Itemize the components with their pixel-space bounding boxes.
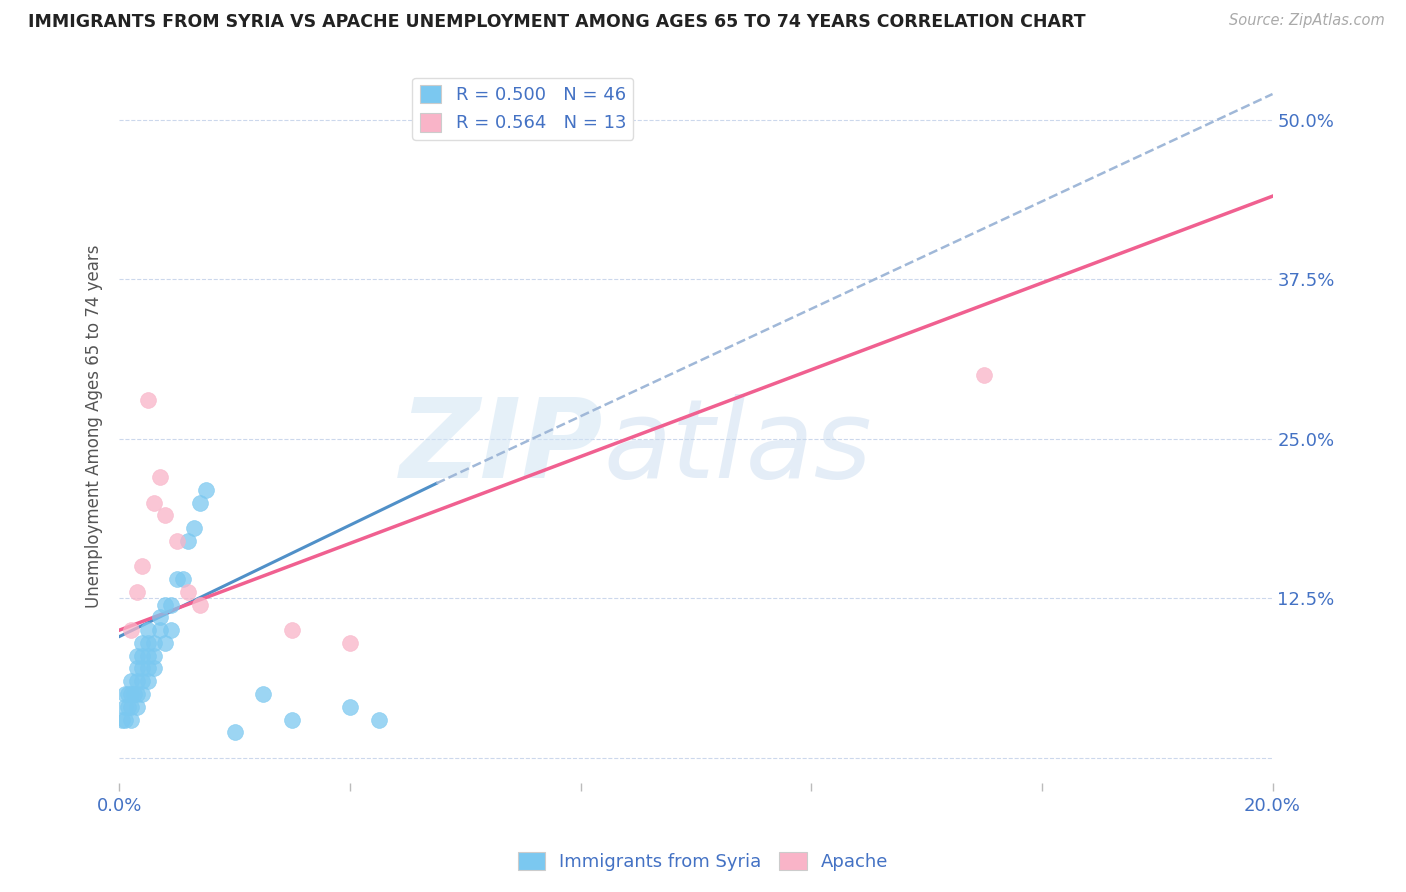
Point [281,623,304,637]
Point [166,533,188,548]
Point [125,699,148,714]
Point [131,636,153,650]
Point [131,661,153,675]
Point [136,661,159,675]
Point [194,483,217,497]
Point [114,713,136,727]
Point [155,636,177,650]
Point [177,533,200,548]
Point [117,699,139,714]
Point [149,623,172,637]
Point [973,368,995,382]
Point [142,661,165,675]
Point [136,636,159,650]
Text: atlas: atlas [603,394,872,501]
Point [183,521,205,535]
Point [131,648,153,663]
Point [172,572,194,586]
Point [136,623,159,637]
Point [367,713,389,727]
Y-axis label: Unemployment Among Ages 65 to 74 years: Unemployment Among Ages 65 to 74 years [86,244,103,607]
Point [120,674,142,689]
Point [114,687,136,701]
Point [125,648,148,663]
Point [120,623,142,637]
Point [125,661,148,675]
Point [114,699,136,714]
Point [142,636,165,650]
Point [136,393,159,408]
Point [155,598,177,612]
Point [131,559,153,574]
Point [120,713,142,727]
Point [125,687,148,701]
Point [188,598,211,612]
Point [136,674,159,689]
Point [142,648,165,663]
Point [177,585,200,599]
Point [117,687,139,701]
Point [120,687,142,701]
Point [155,508,177,523]
Legend: R = 0.500   N = 46, R = 0.564   N = 13: R = 0.500 N = 46, R = 0.564 N = 13 [412,78,634,140]
Point [131,674,153,689]
Point [339,699,361,714]
Point [160,598,183,612]
Point [188,495,211,509]
Point [136,648,159,663]
Point [111,713,134,727]
Point [131,687,153,701]
Point [120,699,142,714]
Point [149,470,172,484]
Point [281,713,304,727]
Point [142,495,165,509]
Point [224,725,246,739]
Point [339,636,361,650]
Point [166,572,188,586]
Point [160,623,183,637]
Text: IMMIGRANTS FROM SYRIA VS APACHE UNEMPLOYMENT AMONG AGES 65 TO 74 YEARS CORRELATI: IMMIGRANTS FROM SYRIA VS APACHE UNEMPLOY… [28,13,1085,31]
Legend: Immigrants from Syria, Apache: Immigrants from Syria, Apache [510,845,896,879]
Point [149,610,172,624]
Point [125,585,148,599]
Point [252,687,274,701]
Point [125,674,148,689]
Text: ZIP: ZIP [401,394,603,501]
Point [122,687,145,701]
Text: Source: ZipAtlas.com: Source: ZipAtlas.com [1229,13,1385,29]
